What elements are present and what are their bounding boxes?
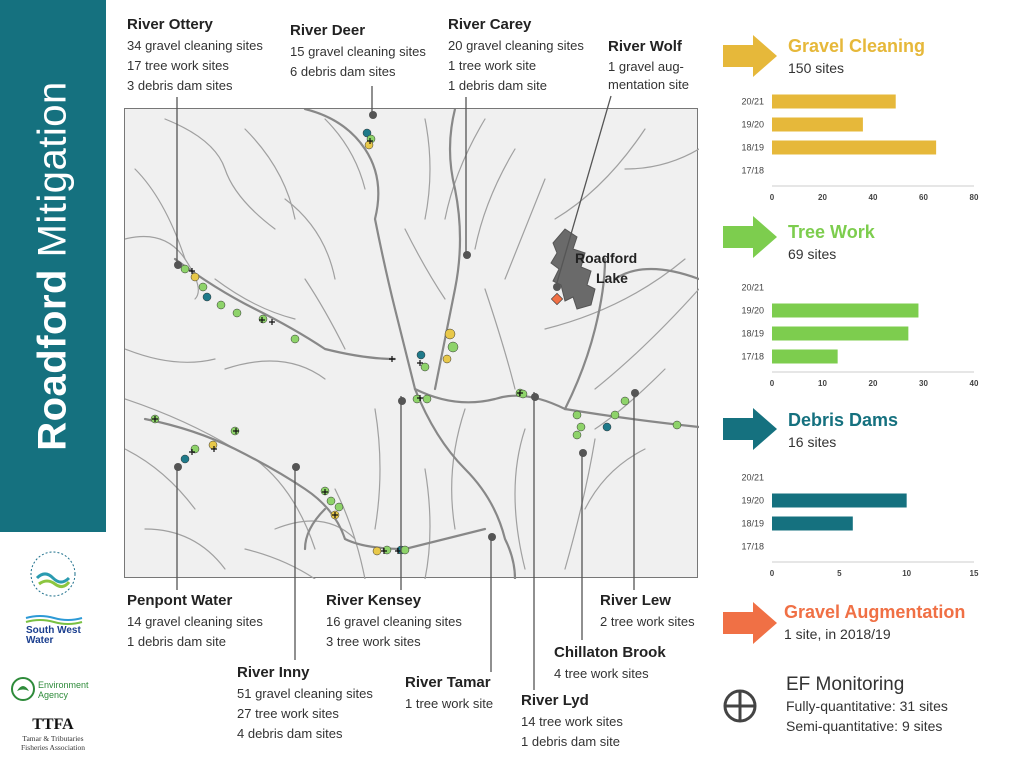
gravel-cleaning-chart: 20/21 19/20 18/19 17/18 0 20 40 60 80 <box>724 82 994 206</box>
tree-work-category-label: 17/18 <box>741 352 764 362</box>
tree-work-x-tick-label: 30 <box>919 379 928 388</box>
gravel-cleaning-x-tick-label: 60 <box>919 193 928 202</box>
page-title: Roadford Mitigation <box>30 81 75 451</box>
ef-monitoring-title: EF Monitoring <box>786 674 905 695</box>
svg-text:Roadford: Roadford <box>575 250 637 266</box>
debris-dams-x-tick-label: 15 <box>970 569 979 578</box>
label-river-lew: River Lew 2 tree work sites <box>600 592 695 629</box>
debris-dams-x-tick-label: 0 <box>770 569 775 578</box>
debris-dams-category-label: 19/20 <box>741 496 764 506</box>
label-river-deer: River Deer 15 gravel cleaning sites 6 deb… <box>290 22 426 79</box>
gravel-cleaning-total: 150 sites <box>788 60 845 76</box>
south-west-water-text: South West Water <box>26 625 81 646</box>
gravel-cleaning-x-tick-label: 40 <box>869 193 878 202</box>
tree-work-x-tick-label: 0 <box>770 379 775 388</box>
label-river-carey: River Carey 20 gravel cleaning sites 1 tr… <box>448 16 584 93</box>
label-river-lyd: River Lyd 14 tree work sites 1 debris dam… <box>521 692 623 749</box>
label-river-ottery: River Ottery 34 gravel cleaning sites 17 … <box>127 16 263 93</box>
label-river-inny: River Inny 51 gravel cleaning sites 27 tr… <box>237 664 373 741</box>
tree-work-total: 69 sites <box>788 246 837 262</box>
gravel-cleaning-category-label: 19/20 <box>741 120 764 130</box>
debris-dams-chart: 20/21 19/20 18/19 17/18 0 5 10 15 <box>724 458 994 582</box>
label-chillaton-brook: Chillaton Brook 4 tree work sites <box>554 644 666 681</box>
tree-work-x-tick-label: 20 <box>869 379 878 388</box>
gravel-augmentation-arrow-icon <box>723 602 777 644</box>
debris-dams-title: Debris Dams <box>788 410 899 430</box>
svg-text:Lake: Lake <box>596 270 628 286</box>
tree-work-title: Tree Work <box>788 222 875 242</box>
tree-work-category-label: 19/20 <box>741 306 764 316</box>
river-map: Roadford Lake <box>124 108 699 579</box>
gravel-cleaning-title: Gravel Cleaning <box>788 36 926 56</box>
label-river-tamar: River Tamar 1 tree work site <box>405 674 494 711</box>
gravel-cleaning-category-label: 20/21 <box>741 97 764 107</box>
debris-dams-category-label: 17/18 <box>741 542 764 552</box>
debris-dams-category-label: 18/19 <box>741 519 764 529</box>
debris-dams-category-label: 20/21 <box>741 473 764 483</box>
gravel-cleaning-bar <box>772 140 937 155</box>
ef-monitoring-icon <box>723 689 757 723</box>
debris-dams-arrow-icon <box>723 408 777 450</box>
label-penpont-water: Penpont Water 14 gravel cleaning sites 1 … <box>127 592 263 649</box>
title-banner: Roadford Mitigation <box>0 0 106 532</box>
tree-work-bar <box>772 303 919 318</box>
tree-work-category-label: 18/19 <box>741 329 764 339</box>
tree-work-category-label: 20/21 <box>741 283 764 293</box>
gravel-augmentation-title: Gravel Augmentation <box>784 602 966 622</box>
debris-dams-bar <box>772 516 853 531</box>
debris-dams-x-tick-label: 10 <box>902 569 911 578</box>
ttfa-logo: TTFA Tamar & Tributaries Fisheries Associ… <box>21 716 85 752</box>
gravel-cleaning-x-tick-label: 0 <box>770 193 775 202</box>
ef-monitoring-semi: Semi-quantitative: 9 sites <box>786 718 943 734</box>
tree-work-x-tick-label: 10 <box>818 379 827 388</box>
label-river-kensey: River Kensey 16 gravel cleaning sites 3 t… <box>326 592 462 649</box>
gravel-cleaning-arrow-icon <box>723 35 777 77</box>
debris-dams-bar <box>772 493 907 508</box>
tree-work-bar <box>772 326 909 341</box>
tree-work-bar <box>772 349 838 364</box>
gravel-augmentation-total: 1 site, in 2018/19 <box>784 626 891 642</box>
gravel-cleaning-category-label: 17/18 <box>741 166 764 176</box>
debris-dams-x-tick-label: 5 <box>837 569 842 578</box>
label-river-wolf: River Wolf 1 gravel aug-mentation site <box>608 38 689 92</box>
map-canvas: Roadford Lake <box>125 109 699 579</box>
gravel-cleaning-x-tick-label: 20 <box>818 193 827 202</box>
ef-monitoring-fully: Fully-quantitative: 31 sites <box>786 698 948 714</box>
tree-work-arrow-icon <box>723 216 777 258</box>
gravel-cleaning-x-tick-label: 80 <box>970 193 979 202</box>
westcountry-rivers-trust-logo <box>0 548 106 605</box>
south-west-water-logo: South West Water <box>0 614 106 646</box>
gravel-cleaning-bar <box>772 117 863 132</box>
tree-work-chart: 20/21 19/20 18/19 17/18 0 10 20 30 40 <box>724 268 994 392</box>
gravel-cleaning-bar <box>772 94 896 109</box>
debris-dams-total: 16 sites <box>788 434 837 450</box>
gravel-cleaning-category-label: 18/19 <box>741 143 764 153</box>
tree-work-x-tick-label: 40 <box>970 379 979 388</box>
